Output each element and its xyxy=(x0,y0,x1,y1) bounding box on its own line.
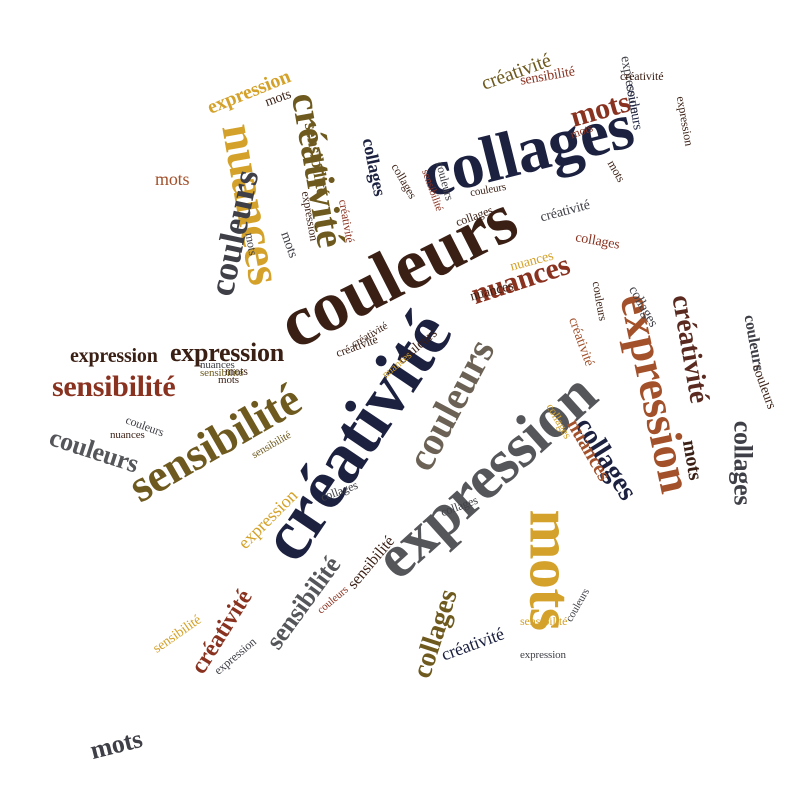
word-nuances: nuances xyxy=(110,429,145,441)
word-mots: mots xyxy=(155,169,190,189)
word-nuances: nuances xyxy=(200,359,235,371)
word-mots: mots xyxy=(677,438,707,482)
word-mots: mots xyxy=(242,231,261,257)
word-sensibilite: sensibilité xyxy=(52,370,176,403)
word-mots: mots xyxy=(218,374,239,386)
word-couleurs: couleurs xyxy=(748,362,779,412)
word-creativite: créativité xyxy=(565,315,597,369)
word-expression: expression xyxy=(520,649,566,661)
word-collages: collages xyxy=(358,136,391,198)
word-expression: expression xyxy=(673,95,697,147)
word-creativite: créativité xyxy=(620,69,664,83)
word-collages: collages xyxy=(406,585,464,682)
word-collages: collages xyxy=(574,230,621,253)
word-couleurs: couleurs xyxy=(589,280,611,322)
word-expression: expression xyxy=(170,338,284,367)
word-sensibilite: sensibilité xyxy=(200,367,244,379)
word-collages: collages xyxy=(388,160,420,202)
word-mots: mots xyxy=(87,724,146,765)
word-sensibilite: sensibilité xyxy=(520,614,568,628)
word-mots: mots xyxy=(225,364,248,378)
word-creativite: créativité xyxy=(538,197,592,226)
word-expression: expression xyxy=(70,345,158,367)
word-collages: collages xyxy=(728,420,758,506)
